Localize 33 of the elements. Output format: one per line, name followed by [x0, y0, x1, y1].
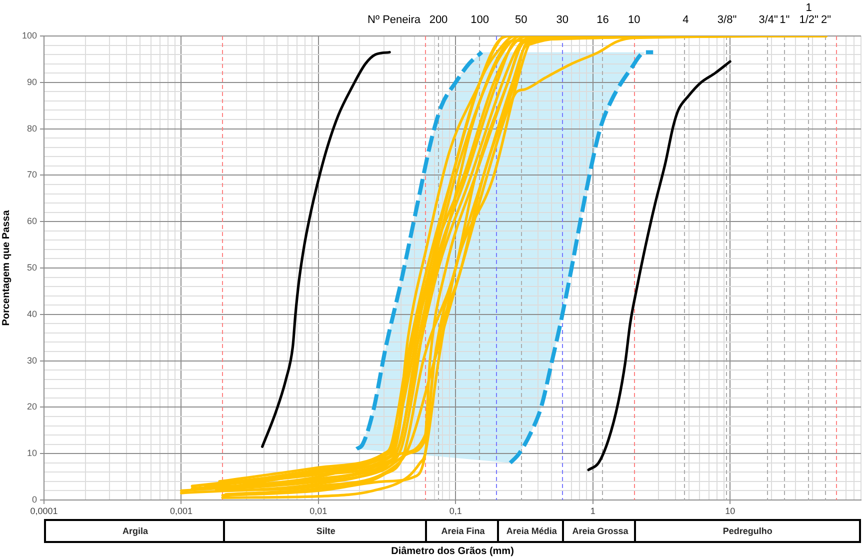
text: 2" — [820, 14, 832, 26]
text: 1" — [780, 14, 790, 26]
text: 4 — [682, 14, 689, 26]
y-tick-label: 90 — [26, 76, 37, 87]
x-tick-label: 0,1 — [449, 506, 462, 516]
text: 200 — [429, 14, 448, 26]
text: 50 — [514, 14, 528, 26]
y-tick-label: 50 — [26, 262, 37, 272]
y-axis-title: Porcentagem que Passa — [0, 210, 12, 326]
x-axis-title: Diâmetro dos Grãos (mm) — [391, 546, 514, 557]
text: 3/8" — [717, 14, 737, 26]
y-tick-label: 80 — [26, 123, 37, 134]
text: 3/4" — [758, 14, 778, 26]
x-tick-label: 0,01 — [310, 506, 328, 516]
x-tick-label: 0,001 — [170, 506, 192, 516]
x-tick-label: 10 — [725, 506, 736, 516]
y-tick-label: 10 — [26, 448, 37, 458]
text: 30 — [556, 14, 569, 26]
y-tick-label: 30 — [26, 355, 37, 366]
y-tick-label: 70 — [26, 170, 37, 180]
y-tick-label: 60 — [26, 216, 37, 226]
text: Nº Peneira — [368, 14, 422, 26]
y-tick-label: 0 — [32, 494, 37, 504]
x-tick-label: 1 — [590, 506, 596, 516]
text: 10 — [628, 14, 640, 26]
x-tick-label: 0,0001 — [30, 506, 58, 516]
y-tick-label: 20 — [26, 402, 37, 412]
text: 16 — [596, 14, 609, 26]
soil-class-table: Argila Silte Areia Fina Areia Média Areia Grossa Pedregulho — [44, 519, 861, 543]
text: 1 1/2" — [799, 2, 819, 26]
y-tick-label: 40 — [26, 308, 37, 319]
y-tick-label: 100 — [22, 30, 37, 40]
text: 100 — [470, 14, 489, 26]
